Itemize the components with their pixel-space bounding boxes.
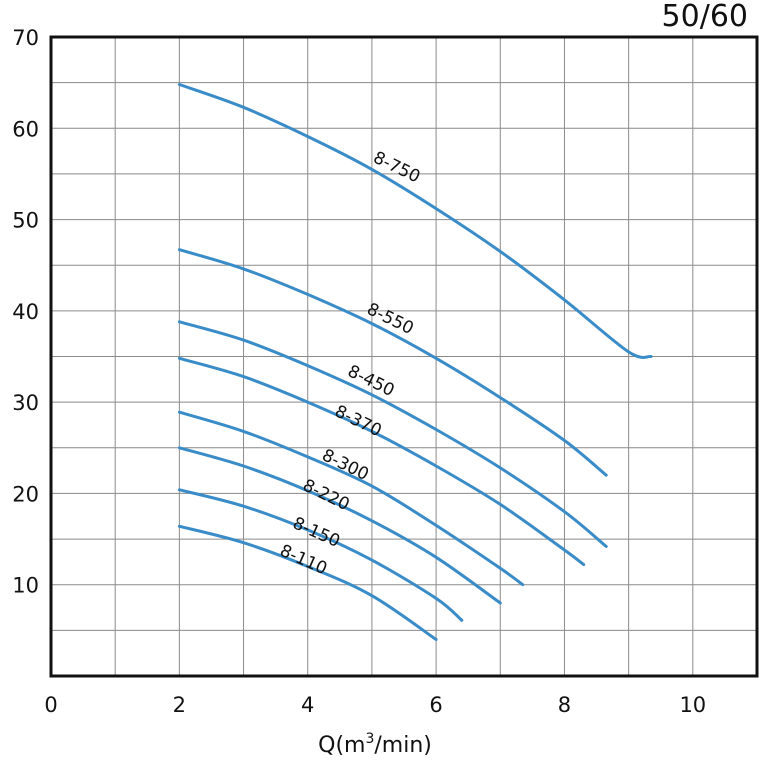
curve-8-110 [177,524,438,641]
curves [177,83,653,641]
curve-8-550 [177,248,608,477]
curve-8-300 [177,410,525,587]
x-tick-label: 0 [44,693,57,717]
x-tick-label: 2 [173,693,186,717]
x-axis-label-sup: 3 [365,731,374,747]
y-tick-label: 40 [12,300,39,324]
curve-8-750 [177,83,653,359]
x-tick-label: 4 [301,693,314,717]
curve-label: 8-750 [370,148,423,188]
y-tick-label: 50 [12,209,39,233]
curve-8-150 [177,488,464,622]
y-tick-label: 60 [12,117,39,141]
curve-label: 8-370 [331,402,384,442]
x-axis-label-suffix: /min) [374,733,431,758]
curve-label: 8-110 [277,541,330,579]
tick-labels: 0 2 4 6 8 10 10 20 30 40 50 60 70 [12,26,706,717]
x-tick-label: 6 [429,693,442,717]
y-tick-label: 10 [12,574,39,598]
x-axis-label: Q(m3/min) [318,731,432,758]
x-tick-label: 8 [558,693,571,717]
corner-label: 50/60 [662,0,748,34]
curve-8-450 [177,320,608,548]
x-tick-label: 10 [679,693,706,717]
curve-label: 8-300 [319,445,372,485]
plot-frame [49,35,759,678]
curve-8-220 [177,446,502,605]
y-tick-label: 30 [12,391,39,415]
x-axis-label-prefix: Q(m [318,733,365,758]
curve-8-370 [177,356,586,567]
y-tick-label: 70 [12,26,39,50]
y-tick-label: 20 [12,482,39,506]
